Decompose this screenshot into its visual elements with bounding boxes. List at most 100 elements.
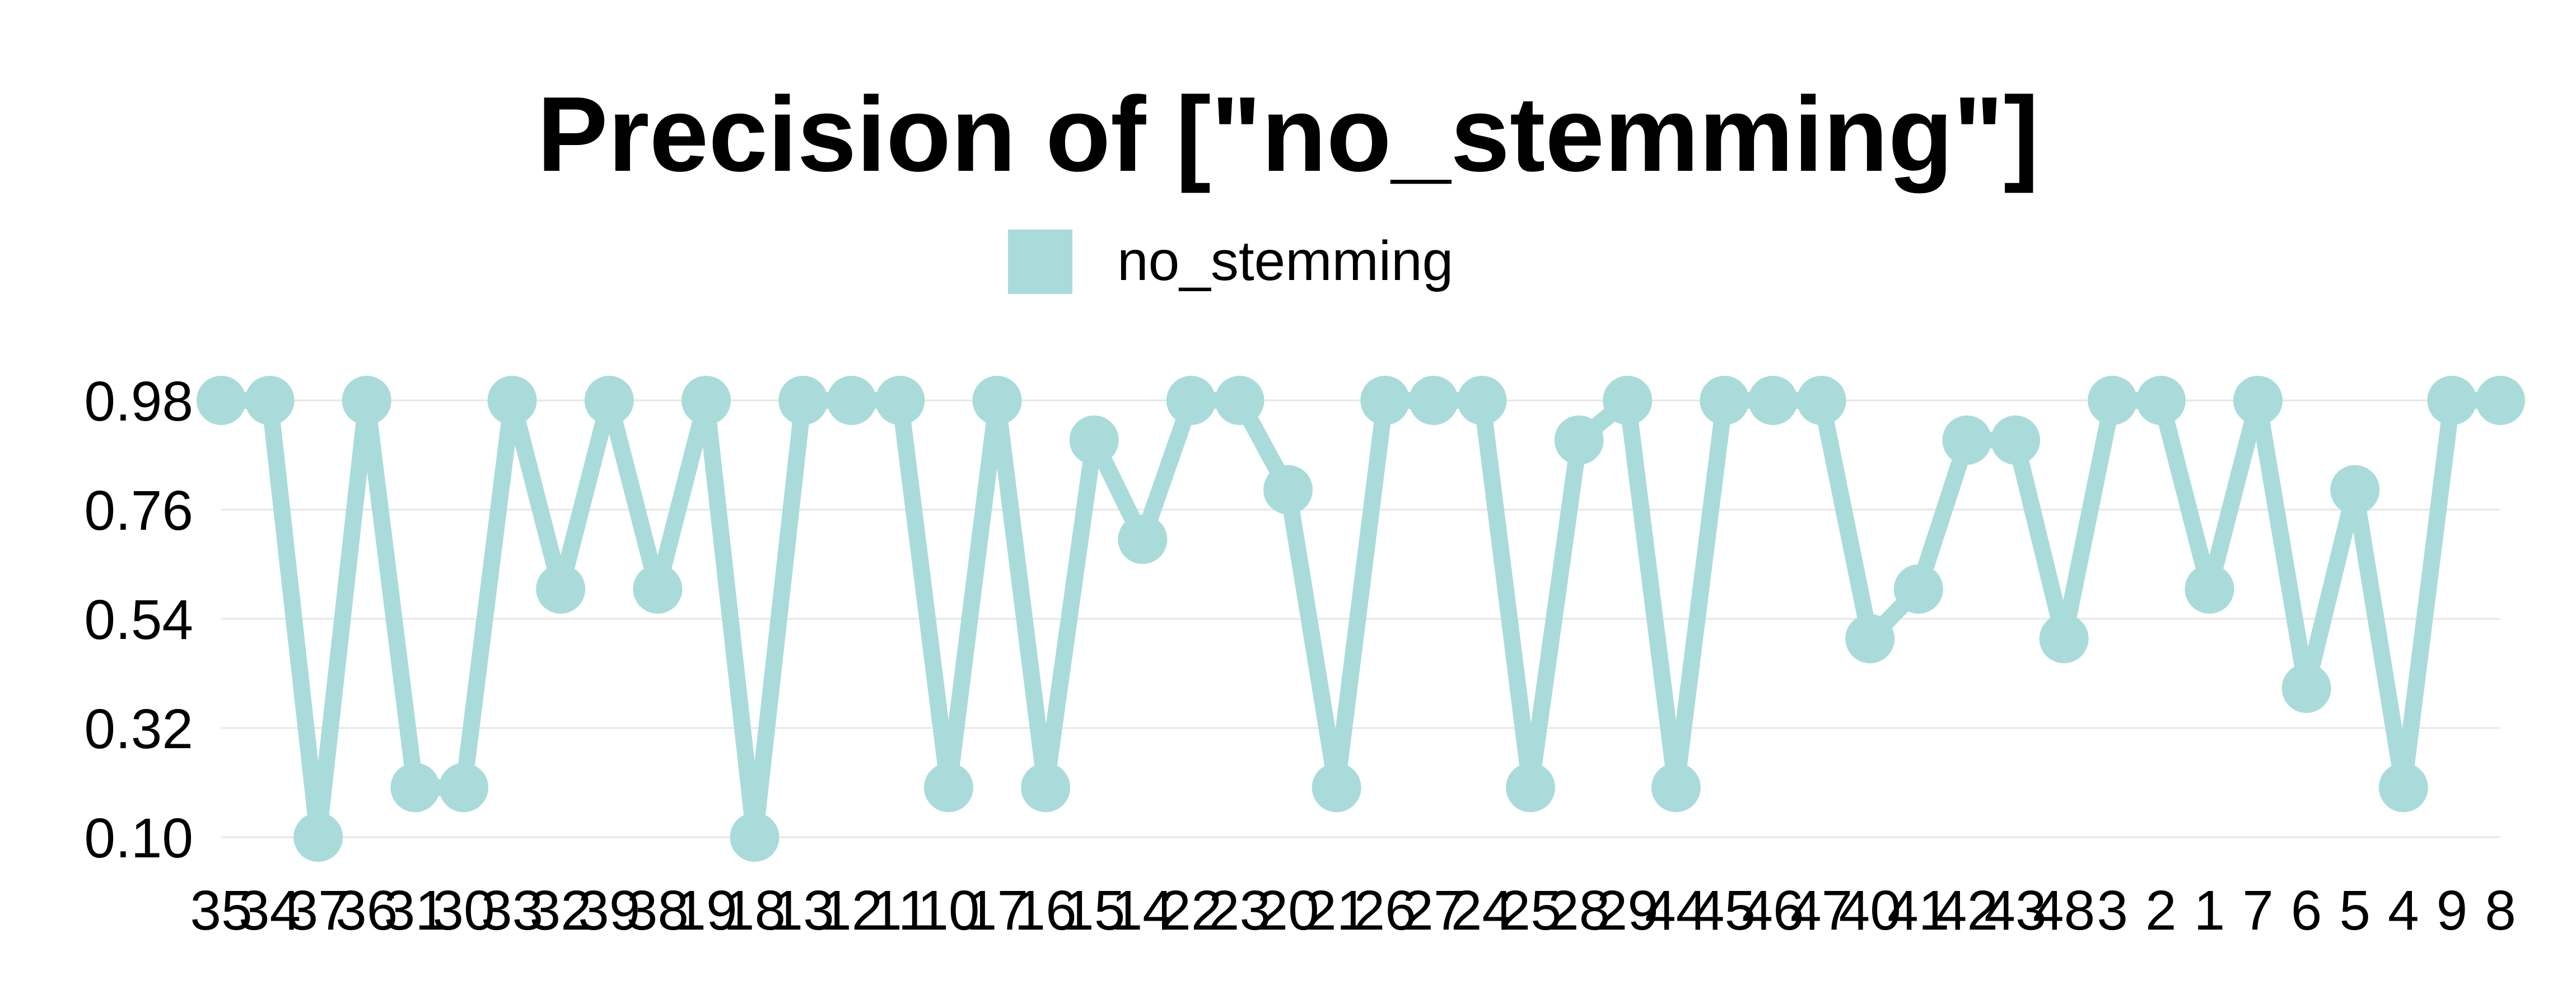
x-tick-label: 19 xyxy=(675,879,737,942)
legend: no_stemming xyxy=(1008,230,1453,294)
data-point xyxy=(584,376,634,425)
y-tick-label: 0.98 xyxy=(84,370,193,433)
data-point xyxy=(1651,763,1701,813)
data-point xyxy=(2281,664,2331,713)
x-tick-label: 22 xyxy=(1160,879,1222,942)
y-axis-ticks: 0.98 0.76 0.54 0.32 0.10 xyxy=(84,370,193,870)
x-tick-label: 15 xyxy=(1063,879,1125,942)
data-point xyxy=(293,813,343,862)
data-point xyxy=(438,763,488,813)
data-point xyxy=(827,376,876,425)
y-tick-label: 0.54 xyxy=(84,589,193,651)
x-tick-label: 33 xyxy=(481,879,543,942)
y-tick-label: 0.76 xyxy=(84,479,193,542)
x-tick-label: 39 xyxy=(578,879,640,942)
y-tick-label: 0.10 xyxy=(84,807,193,870)
x-tick-label: 45 xyxy=(1693,879,1756,942)
data-point xyxy=(1700,376,1749,425)
legend-label: no_stemming xyxy=(1117,230,1453,292)
series-no-stemming xyxy=(197,376,2525,862)
x-tick-label: 29 xyxy=(1597,879,1659,942)
data-point xyxy=(778,376,828,425)
x-tick-label: 4 xyxy=(2388,879,2419,942)
x-tick-label: 24 xyxy=(1451,879,1513,942)
data-point xyxy=(1796,376,1846,425)
data-point xyxy=(681,376,731,425)
data-point xyxy=(1506,763,1556,813)
x-tick-label: 37 xyxy=(287,879,349,942)
data-point xyxy=(2185,564,2234,614)
data-point xyxy=(1360,376,1410,425)
data-point xyxy=(972,376,1022,425)
data-point xyxy=(923,763,973,813)
x-tick-label: 26 xyxy=(1354,879,1416,942)
x-tick-label: 11 xyxy=(871,879,929,942)
x-tick-label: 48 xyxy=(2033,879,2095,942)
x-tick-label: 10 xyxy=(917,879,979,942)
x-tick-label: 20 xyxy=(1257,879,1319,942)
x-tick-label: 35 xyxy=(190,879,252,942)
x-tick-label: 41 xyxy=(1887,879,1949,942)
x-tick-label: 46 xyxy=(1742,879,1804,942)
data-point xyxy=(342,376,391,425)
legend-swatch xyxy=(1008,230,1072,294)
x-tick-label: 40 xyxy=(1839,879,1901,942)
data-point xyxy=(1118,515,1168,564)
x-tick-label: 13 xyxy=(772,879,834,942)
data-point xyxy=(245,376,295,425)
x-tick-label: 36 xyxy=(335,879,398,942)
data-point xyxy=(1991,415,2041,465)
x-tick-label: 5 xyxy=(2339,879,2370,942)
data-point xyxy=(2378,763,2428,813)
data-point xyxy=(2476,376,2525,425)
data-point xyxy=(2088,376,2138,425)
x-tick-label: 14 xyxy=(1112,879,1174,942)
data-point xyxy=(2233,376,2283,425)
x-tick-label: 1 xyxy=(2194,879,2225,942)
data-point xyxy=(390,763,440,813)
data-point xyxy=(2039,614,2089,664)
x-tick-label: 30 xyxy=(432,879,494,942)
x-tick-label: 7 xyxy=(2242,879,2274,942)
data-point xyxy=(536,564,586,614)
data-point xyxy=(1069,415,1119,465)
data-point xyxy=(1893,564,1943,614)
y-tick-label: 0.32 xyxy=(84,698,193,760)
x-tick-label: 16 xyxy=(1015,879,1077,942)
data-point xyxy=(2427,376,2477,425)
x-tick-label: 12 xyxy=(820,879,883,942)
data-point xyxy=(1021,763,1071,813)
x-tick-label: 42 xyxy=(1936,879,1998,942)
x-tick-label: 2 xyxy=(2145,879,2177,942)
data-point xyxy=(1166,376,1216,425)
x-tick-label: 23 xyxy=(1208,879,1271,942)
x-tick-label: 38 xyxy=(627,879,689,942)
data-point xyxy=(1408,376,1458,425)
data-point xyxy=(197,376,246,425)
x-tick-label: 47 xyxy=(1790,879,1852,942)
data-point xyxy=(1845,614,1895,664)
data-point xyxy=(1457,376,1507,425)
data-point xyxy=(1312,763,1361,813)
x-tick-label: 44 xyxy=(1645,879,1707,942)
x-tick-label: 6 xyxy=(2291,879,2322,942)
chart-title: Precision of ["no_stemming"] xyxy=(537,75,2039,194)
x-tick-label: 25 xyxy=(1499,879,1561,942)
x-tick-label: 32 xyxy=(530,879,592,942)
x-tick-label: 27 xyxy=(1402,879,1464,942)
data-point xyxy=(1942,415,1992,465)
data-point xyxy=(1263,465,1313,515)
x-axis-ticks: 3534373631303332393819181312111017161514… xyxy=(190,879,2516,942)
x-tick-label: 21 xyxy=(1305,879,1368,942)
x-tick-label: 28 xyxy=(1548,879,1610,942)
x-tick-label: 43 xyxy=(1984,879,2046,942)
data-point xyxy=(1748,376,1798,425)
data-point xyxy=(487,376,537,425)
data-point xyxy=(1554,415,1604,465)
x-tick-label: 9 xyxy=(2437,879,2468,942)
data-point xyxy=(633,564,683,614)
data-point xyxy=(2136,376,2186,425)
data-point xyxy=(730,813,780,862)
x-tick-label: 31 xyxy=(384,879,446,942)
